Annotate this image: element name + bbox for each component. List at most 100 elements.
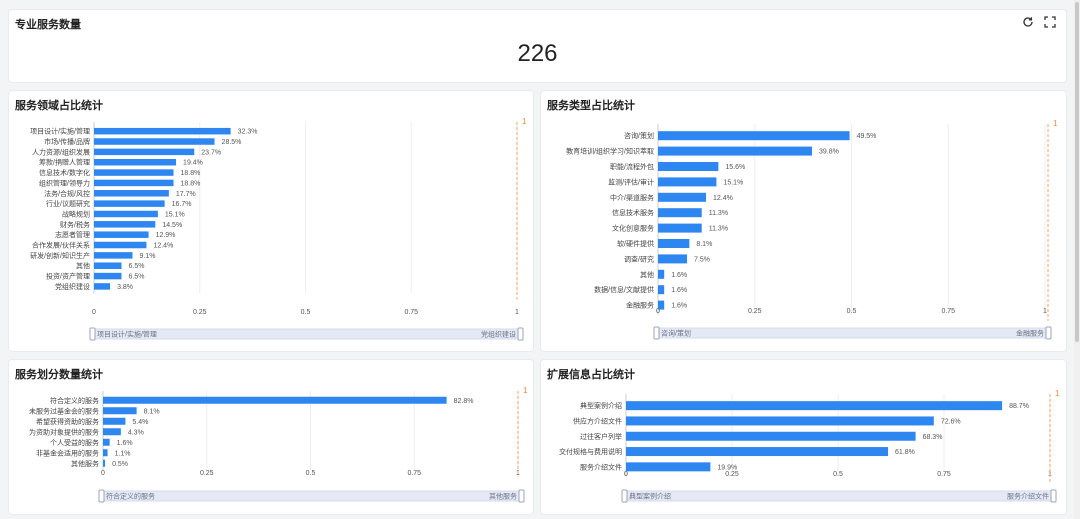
zoom-slider-end-handle[interactable] xyxy=(517,327,524,341)
bar[interactable] xyxy=(658,269,665,279)
bar[interactable] xyxy=(658,177,717,187)
value-label: 32.3% xyxy=(238,129,258,136)
category-label: 组织管理/领导力 xyxy=(39,178,90,187)
category-label: 希望获得资助的服务 xyxy=(36,417,99,426)
value-label: 12.4% xyxy=(713,195,733,202)
zoom-slider-track[interactable] xyxy=(623,490,1055,502)
bar[interactable] xyxy=(103,438,110,446)
bar[interactable] xyxy=(658,254,688,264)
bar[interactable] xyxy=(103,459,106,467)
bar[interactable] xyxy=(94,210,158,218)
zoom-slider-start-handle[interactable] xyxy=(89,327,96,341)
kpi-title: 专业服务数量 xyxy=(15,19,81,31)
category-label: 筹款/捐赠人管理 xyxy=(39,158,90,167)
zoom-slider-start-handle[interactable] xyxy=(653,326,660,340)
bar[interactable] xyxy=(658,208,702,218)
bar[interactable] xyxy=(94,231,149,238)
x-tick-label: 0.5 xyxy=(833,471,843,478)
zoom-slider-start-handle[interactable] xyxy=(621,489,628,503)
bar[interactable] xyxy=(94,272,122,280)
zoom-slider-track[interactable] xyxy=(100,490,523,502)
bar[interactable] xyxy=(94,158,177,166)
bar[interactable] xyxy=(94,169,174,176)
category-label: 文化创意服务 xyxy=(612,224,654,233)
bar[interactable] xyxy=(103,396,447,404)
zoom-slider-end-label: 服务介绍文件 xyxy=(1007,492,1049,501)
value-label: 6.5% xyxy=(128,274,144,281)
bar[interactable] xyxy=(103,449,108,457)
category-label: 党组织建设 xyxy=(55,282,90,291)
bar[interactable] xyxy=(94,148,195,156)
zoom-slider-start-label: 项目设计/实施/管理 xyxy=(97,330,157,339)
bar[interactable] xyxy=(658,300,665,310)
zoom-slider-end-handle[interactable] xyxy=(1050,489,1057,503)
bar[interactable] xyxy=(626,416,934,426)
bar[interactable] xyxy=(658,192,706,202)
x-tick-label: 0.25 xyxy=(193,309,207,316)
category-label: 财务/税务 xyxy=(60,220,90,229)
value-label: 8.1% xyxy=(696,241,712,248)
x-tick-label: 0.5 xyxy=(301,309,311,316)
fullscreen-icon[interactable] xyxy=(1042,14,1058,30)
x-tick-label: 0.75 xyxy=(937,471,951,478)
bar[interactable] xyxy=(103,417,126,425)
bar[interactable] xyxy=(94,127,231,135)
category-label: 供应方介绍文件 xyxy=(573,416,622,425)
chart-svg: 0 0.25 0.5 0.75 1 项目设计/实施/管理 32.3% 市场/传播/品牌 28.5… xyxy=(30,117,527,341)
bar[interactable] xyxy=(626,447,889,457)
bar[interactable] xyxy=(103,428,121,436)
zoom-slider-end-handle[interactable] xyxy=(1045,326,1052,340)
page-scrollbar-thumb[interactable] xyxy=(1075,2,1079,342)
value-label: 18.8% xyxy=(181,180,201,187)
bar[interactable] xyxy=(103,407,137,415)
refresh-icon[interactable] xyxy=(1020,14,1036,30)
bar[interactable] xyxy=(626,462,711,472)
zoom-slider-start-label: 咨询/策划 xyxy=(661,329,691,338)
bar[interactable] xyxy=(94,179,174,187)
chart-title: 服务类型占比统计 xyxy=(547,100,635,112)
value-label: 5.4% xyxy=(132,419,148,426)
value-label: 14.5% xyxy=(162,222,182,229)
category-label: 信息技术/数字化 xyxy=(39,168,90,177)
bar[interactable] xyxy=(658,239,690,248)
bar[interactable] xyxy=(658,131,850,141)
bar[interactable] xyxy=(94,283,111,290)
bar[interactable] xyxy=(94,241,147,249)
zoom-slider-track[interactable] xyxy=(655,327,1050,339)
page-scrollbar[interactable] xyxy=(1074,0,1080,519)
bar[interactable] xyxy=(658,146,813,156)
bar[interactable] xyxy=(94,190,169,197)
bar[interactable] xyxy=(94,138,215,145)
zoom-slider-end-handle[interactable] xyxy=(518,489,525,503)
category-label: 个人受益的服务 xyxy=(50,438,99,447)
value-label: 39.8% xyxy=(819,149,839,156)
x-tick-label: 0.25 xyxy=(200,470,214,477)
bar[interactable] xyxy=(658,162,719,171)
bar[interactable] xyxy=(658,223,702,233)
category-label: 服务介绍文件 xyxy=(580,462,622,471)
x-tick-label: 1 xyxy=(1043,308,1047,315)
value-label: 11.3% xyxy=(709,210,728,217)
category-label: 过往客户列举 xyxy=(580,432,622,441)
x-tick-label: 0.5 xyxy=(306,470,316,477)
bar[interactable] xyxy=(658,285,665,295)
x-tick-label: 0 xyxy=(92,309,96,316)
category-label: 为资助对象提供的服务 xyxy=(29,427,99,436)
category-label: 调查/研究 xyxy=(624,254,654,263)
chart-svg: 0 0.25 0.5 0.75 1 咨询/策划 49.5% 教育培训/组织学习/知识萃取 39.… xyxy=(566,119,1058,340)
zoom-slider-start-label: 符合定义的服务 xyxy=(106,492,155,501)
bar[interactable] xyxy=(94,262,122,269)
bar[interactable] xyxy=(94,221,156,228)
chart-svg: 0 0.25 0.5 0.75 1 符合定义的服务 82.8% 未服务过基金会的服务 8.1% 希… xyxy=(29,386,528,503)
value-label: 16.7% xyxy=(172,201,192,208)
zoom-slider-start-handle[interactable] xyxy=(98,489,105,503)
value-label: 88.7% xyxy=(1009,403,1029,410)
value-label: 12.9% xyxy=(156,232,176,239)
value-label: 7.5% xyxy=(694,256,710,263)
category-label: 数据/信息/文献提供 xyxy=(594,285,654,294)
bar[interactable] xyxy=(94,200,165,207)
bar[interactable] xyxy=(94,252,133,259)
bar[interactable] xyxy=(626,431,916,441)
chart-card-service-type: 服务类型占比统计 0 0.25 0.5 0.75 1 咨询/策划 49.5% 教育培训/组织学… xyxy=(540,90,1067,352)
bar[interactable] xyxy=(626,401,1003,411)
